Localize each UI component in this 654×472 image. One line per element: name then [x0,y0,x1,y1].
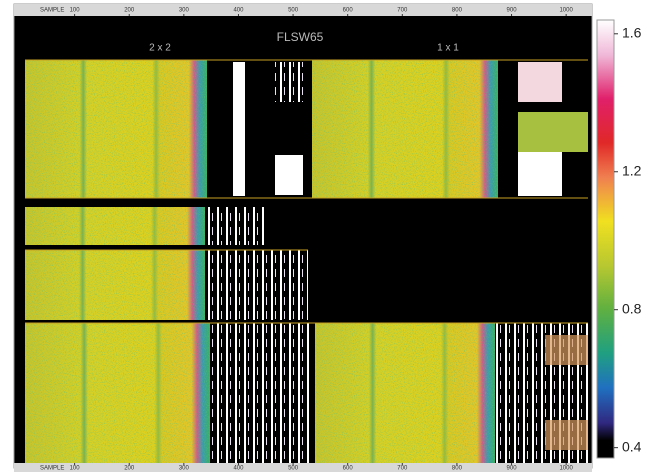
x-tick-label: 1000 [559,466,573,472]
colorbar-tick-label: 0.4 [622,438,642,454]
panel-label: 2 x 2 [149,43,171,54]
x-axis: SAMPLE SAMPLE [14,4,592,472]
bottom-axis-bar [14,463,592,472]
x-tick-label: 800 [452,8,463,14]
x-tick-label: 600 [343,8,354,14]
x-tick-label: 900 [507,8,518,14]
bright-band [518,152,562,196]
color-band [545,335,588,365]
x-tick-label: 700 [397,466,408,472]
axis-label: SAMPLE [40,466,64,472]
x-tick-label: 300 [179,466,190,472]
bright-band [233,62,245,196]
x-tick-label: 700 [397,8,408,14]
colorbar-tick-label: 1.6 [622,24,642,40]
axis-label: SAMPLE [40,8,64,14]
striped-region [210,323,310,463]
panels [25,59,588,463]
striped-region [275,62,303,102]
colorbar [596,19,615,459]
x-tick-label: 400 [233,8,244,14]
noise [25,323,210,463]
x-tick-label: 900 [507,466,518,472]
x-tick-label: 100 [70,466,81,472]
top-axis-bar [14,4,592,16]
green-band [518,112,588,152]
color-band [545,420,588,450]
x-tick-label: 200 [124,466,135,472]
noise [25,250,205,320]
noise [25,60,207,198]
bright-band [275,155,303,195]
colorbar-tick-label: 0.8 [622,300,642,316]
x-tick-label: 300 [179,8,190,14]
striped-region [205,207,265,245]
panel-label: 1 x 1 [437,43,459,54]
x-tick-label: 500 [288,8,299,14]
colorbar-tick-label: 1.2 [622,162,642,178]
x-tick-label: 1000 [559,8,573,14]
noise [25,207,205,245]
x-tick-label: 100 [70,8,81,14]
x-tick-label: 500 [288,466,299,472]
x-tick-label: 800 [452,466,463,472]
x-tick-label: 400 [233,466,244,472]
x-tick-label: 200 [124,8,135,14]
striped-region [205,250,308,320]
noise [315,323,495,463]
bright-band [518,62,562,102]
title: FLSW65 [277,30,324,44]
x-tick-label: 600 [343,466,354,472]
noise [312,60,498,198]
